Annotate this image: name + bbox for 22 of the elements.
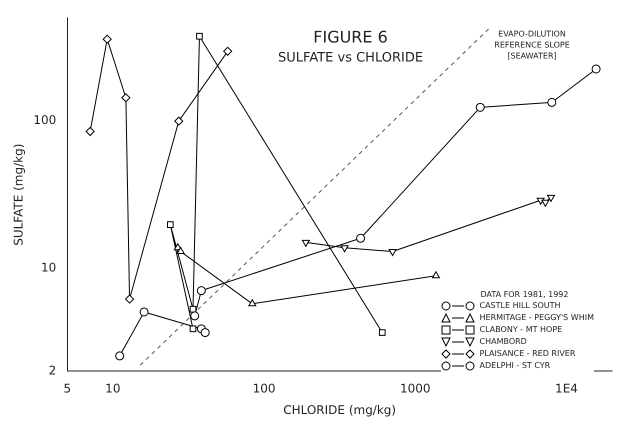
legend-label: CLABONY - MT HOPE (480, 325, 562, 334)
legend-label: HERMITAGE - PEGGY'S WHIM (480, 313, 594, 322)
y-tick-label: 100 (33, 113, 56, 128)
x-tick-label: 10 (105, 382, 120, 396)
text: FIGURE 6 (313, 27, 388, 46)
legend-title: DATA FOR 1981, 1992 (480, 289, 570, 300)
y-axis-title: SULFATE (mg/kg) (11, 144, 26, 246)
x-tick-label: 5 (63, 382, 72, 396)
legend-label: ADELPHI - ST CYR (480, 361, 550, 370)
annotation: [SEAWATER] (507, 51, 557, 60)
legend-label: PLAISANCE - RED RIVER (480, 349, 576, 358)
legend-label: CHAMBORD (480, 337, 527, 346)
annotation: REFERENCE SLOPE (494, 40, 570, 50)
y-tick-label: 10 (41, 260, 56, 274)
x-tick-label: 100 (252, 382, 276, 396)
text: SULFATE vs CHLORIDE (278, 50, 424, 66)
x-tick-label: 1000 (400, 382, 431, 396)
legend-label: CASTLE HILL SOUTH (480, 301, 561, 310)
y-tick-label: 2 (48, 363, 56, 378)
annotation: EVAPO-DILUTION (498, 29, 566, 38)
x-tick-label: 1E4 (555, 382, 578, 396)
x-axis-title: CHLORIDE (mg/kg) (283, 402, 396, 417)
